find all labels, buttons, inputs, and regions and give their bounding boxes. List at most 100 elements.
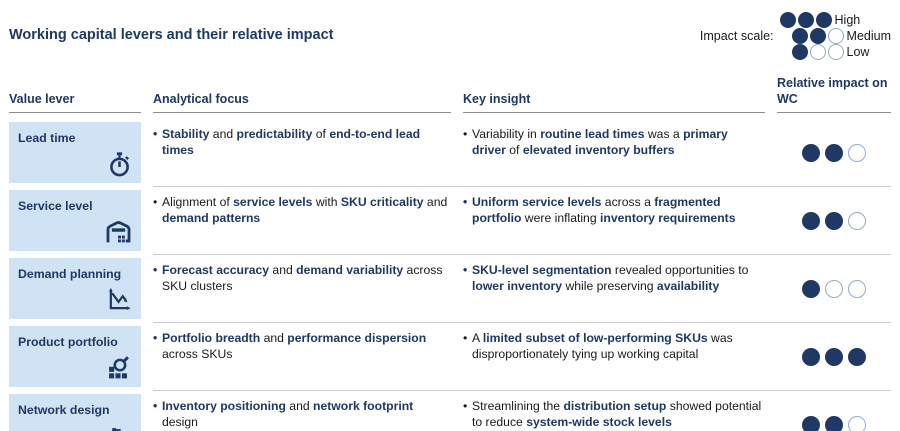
value-lever-cell: Product portfolio <box>9 326 141 388</box>
key-insight-text: Uniform service levels across a fragment… <box>472 194 765 251</box>
legend-items: High Medium Low <box>778 12 891 60</box>
analytical-focus-cell: • Portfolio breadth and performance dispe… <box>153 326 451 387</box>
analytical-focus-cell: • Forecast accuracy and demand variabilit… <box>153 258 451 319</box>
bullet-marker: • <box>153 263 158 278</box>
highlighted-text: end-to-end lead times <box>162 127 421 158</box>
magnifier-boxes-icon <box>104 353 133 382</box>
key-insight-cell: • Streamlining the distribution setup sho… <box>463 394 765 431</box>
impact-dot-filled <box>802 415 820 431</box>
bullet-marker: • <box>153 127 158 142</box>
key-insight-cell: • Variability in routine lead times was a… <box>463 122 765 183</box>
column-header-2: Analytical focus <box>153 92 451 114</box>
body-text: showed potential to reduce <box>472 399 762 430</box>
bullet-marker: • <box>153 195 158 210</box>
table-row: Service level • Alignment of service level… <box>9 190 891 256</box>
legend-item-low: Low <box>791 44 891 60</box>
value-lever-cell: Service level <box>9 190 141 252</box>
body-text: and <box>260 331 288 346</box>
impact-dot-filled <box>825 211 843 230</box>
stopwatch-icon <box>106 151 133 178</box>
highlighted-text: lower inventory <box>472 279 563 294</box>
highlighted-text: primary driver <box>472 127 728 158</box>
highlighted-text: demand variability <box>296 263 404 278</box>
highlighted-text: Portfolio breadth <box>162 331 261 346</box>
body-text: while preserving <box>562 279 657 294</box>
highlighted-text: Inventory positioning <box>162 399 286 414</box>
key-insight-text: A limited subset of low-performing SKUs … <box>472 330 765 387</box>
analytical-focus-text: Alignment of service levels with SKU cri… <box>162 194 451 251</box>
body-text: revealed opportunities to <box>611 263 749 278</box>
body-text: Streamlining the <box>472 399 564 414</box>
analytical-focus-cell: • Stability and predictability of end-to-… <box>153 122 451 183</box>
body-text: and <box>423 195 448 210</box>
value-lever-label: Network design <box>18 403 110 418</box>
table-row: Demand planning • Forecast accuracy and de… <box>9 258 891 324</box>
impact-dot-empty <box>809 44 826 60</box>
analytical-focus-text: Inventory positioning and network footpr… <box>162 398 451 431</box>
body-text: across SKUs <box>162 347 233 362</box>
legend-item-medium: Medium <box>791 28 891 44</box>
impact-dot-filled <box>815 12 832 28</box>
highlighted-text: predictability <box>236 127 313 142</box>
key-insight-text: SKU-level segmentation revealed opportun… <box>472 262 765 319</box>
impact-dot-filled <box>825 143 843 162</box>
table-row: Product portfolio • Portfolio breadth and … <box>9 326 891 392</box>
body-text: across a <box>601 195 655 210</box>
legend-item-label: Low <box>846 45 870 59</box>
highlighted-text: elevated inventory buffers <box>522 143 675 158</box>
impact-dot-filled <box>825 347 843 366</box>
highlighted-text: routine lead times <box>540 127 645 142</box>
body-text: and <box>285 399 314 414</box>
value-lever-cell: Lead time <box>9 122 141 184</box>
key-insight-cell: • A limited subset of low-performing SKUs… <box>463 326 765 387</box>
analytical-focus-cell: • Inventory positioning and network footp… <box>153 394 451 431</box>
bullet-marker: • <box>463 399 468 414</box>
value-lever-cell: Demand planning <box>9 258 141 320</box>
impact-rating <box>777 326 891 387</box>
bullet-marker: • <box>153 399 158 414</box>
highlighted-text: demand patterns <box>162 211 261 226</box>
table-row: Network design • Inventory positioning and… <box>9 394 891 431</box>
impact-dot-empty <box>827 28 844 44</box>
highlighted-text: SKU-level segmentation <box>472 263 612 278</box>
column-header-4: Relative impact on WC <box>777 76 891 114</box>
analytical-focus-text: Stability and predictability of end-to-e… <box>162 126 451 183</box>
highlighted-text: limited subset of low-performing SKUs <box>482 331 708 346</box>
body-text: was disproportionately tying up working … <box>472 331 733 362</box>
impact-dot-filled <box>802 143 820 162</box>
column-header-1: Value lever <box>9 92 141 114</box>
body-text: and <box>269 263 297 278</box>
legend-item-label: Medium <box>846 29 891 43</box>
impact-dot-filled <box>848 347 866 366</box>
impact-dot-empty <box>827 44 844 60</box>
value-lever-cell: Network design <box>9 394 141 431</box>
highlighted-text: network footprint <box>313 399 414 414</box>
impact-dot-filled <box>802 279 820 298</box>
impact-dot-filled <box>825 415 843 431</box>
value-lever-label: Lead time <box>18 131 76 146</box>
impact-dot-empty <box>848 211 866 230</box>
value-lever-label: Service level <box>18 199 93 214</box>
legend-label: Impact scale: <box>699 29 774 43</box>
body-text: of <box>505 143 523 158</box>
impact-dot-empty <box>848 143 866 162</box>
highlighted-text: SKU criticality <box>340 195 424 210</box>
network-icon <box>107 424 133 431</box>
impact-rating <box>777 122 891 183</box>
bullet-marker: • <box>153 331 158 346</box>
key-insight-cell: • Uniform service levels across a fragmen… <box>463 190 765 251</box>
impact-dot-filled <box>791 28 808 44</box>
table-row: Lead time • Stability and predictability o… <box>9 122 891 188</box>
value-lever-label: Demand planning <box>18 267 122 282</box>
impact-dot-filled <box>809 28 826 44</box>
impact-dot-empty <box>848 279 866 298</box>
top-bar: Working capital levers and their relativ… <box>9 12 891 60</box>
impact-rating <box>777 258 891 319</box>
value-lever-label: Product portfolio <box>18 335 118 350</box>
bullet-marker: • <box>463 127 468 142</box>
analytical-focus-text: Forecast accuracy and demand variability… <box>162 262 451 319</box>
table-header-row: Value lever Analytical focus Key insight Re… <box>9 76 891 114</box>
page-title: Working capital levers and their relativ… <box>9 27 334 44</box>
body-text: with <box>312 195 341 210</box>
